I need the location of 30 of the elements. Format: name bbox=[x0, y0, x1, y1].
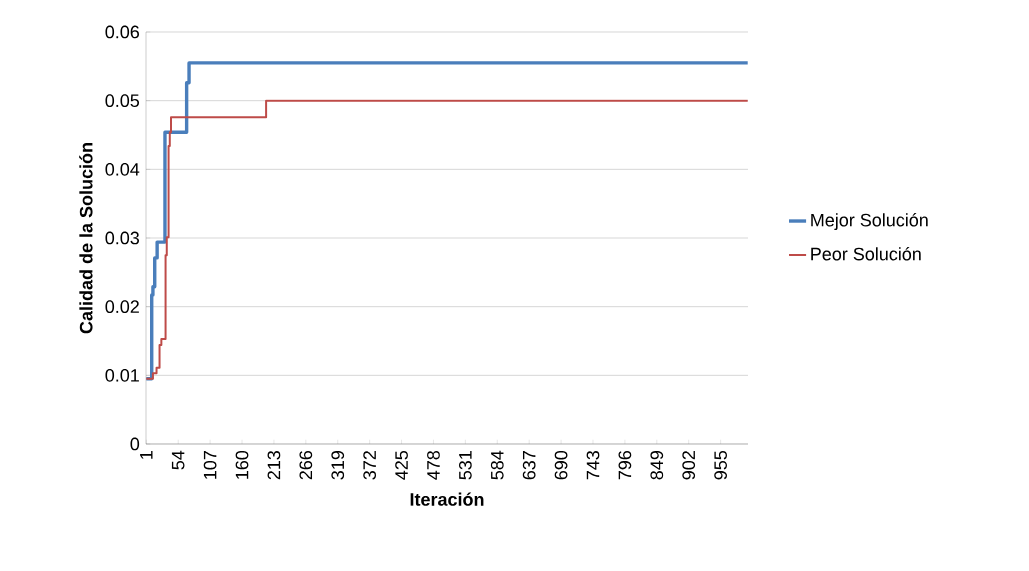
x-tick-label: 319 bbox=[331, 451, 345, 480]
x-tick-label: 54 bbox=[171, 450, 185, 470]
y-tick-label: 0 bbox=[130, 437, 140, 451]
x-tick-label: 955 bbox=[714, 450, 727, 480]
x-tick-label: 743 bbox=[586, 450, 600, 480]
x-tick-label: 637 bbox=[522, 451, 536, 480]
y-tick-label: 0.04 bbox=[105, 162, 140, 176]
y-tick-label: 0.02 bbox=[105, 300, 139, 314]
x-tick-label: 107 bbox=[203, 451, 217, 479]
x-tick-label: 425 bbox=[395, 450, 408, 480]
x-tick-label: 690 bbox=[554, 450, 568, 480]
y-tick-label: 0.01 bbox=[105, 368, 139, 382]
x-tick-label: 213 bbox=[267, 450, 281, 480]
y-tick-label: 0.06 bbox=[105, 25, 140, 39]
x-tick-label: 902 bbox=[682, 451, 696, 480]
x-tick-label: 372 bbox=[363, 451, 377, 480]
x-tick-label: 531 bbox=[458, 451, 472, 480]
x-axis-title: Iteración bbox=[410, 492, 484, 506]
y-tick-label: 0.03 bbox=[105, 231, 140, 245]
x-tick-label: 266 bbox=[299, 450, 313, 480]
x-tick-label: 584 bbox=[490, 450, 504, 480]
x-tick-label: 478 bbox=[427, 450, 440, 480]
legend-label: Peor Solución bbox=[811, 247, 921, 261]
y-tick-label: 0.05 bbox=[105, 94, 140, 108]
y-axis-title: Calidad de la Solución bbox=[79, 143, 93, 334]
x-tick-label: 849 bbox=[650, 451, 664, 480]
x-tick-label: 796 bbox=[618, 450, 632, 480]
x-tick-label: 160 bbox=[235, 450, 249, 479]
x-tick-label: 1 bbox=[140, 451, 153, 459]
legend-label: Mejor Solución bbox=[811, 213, 928, 231]
